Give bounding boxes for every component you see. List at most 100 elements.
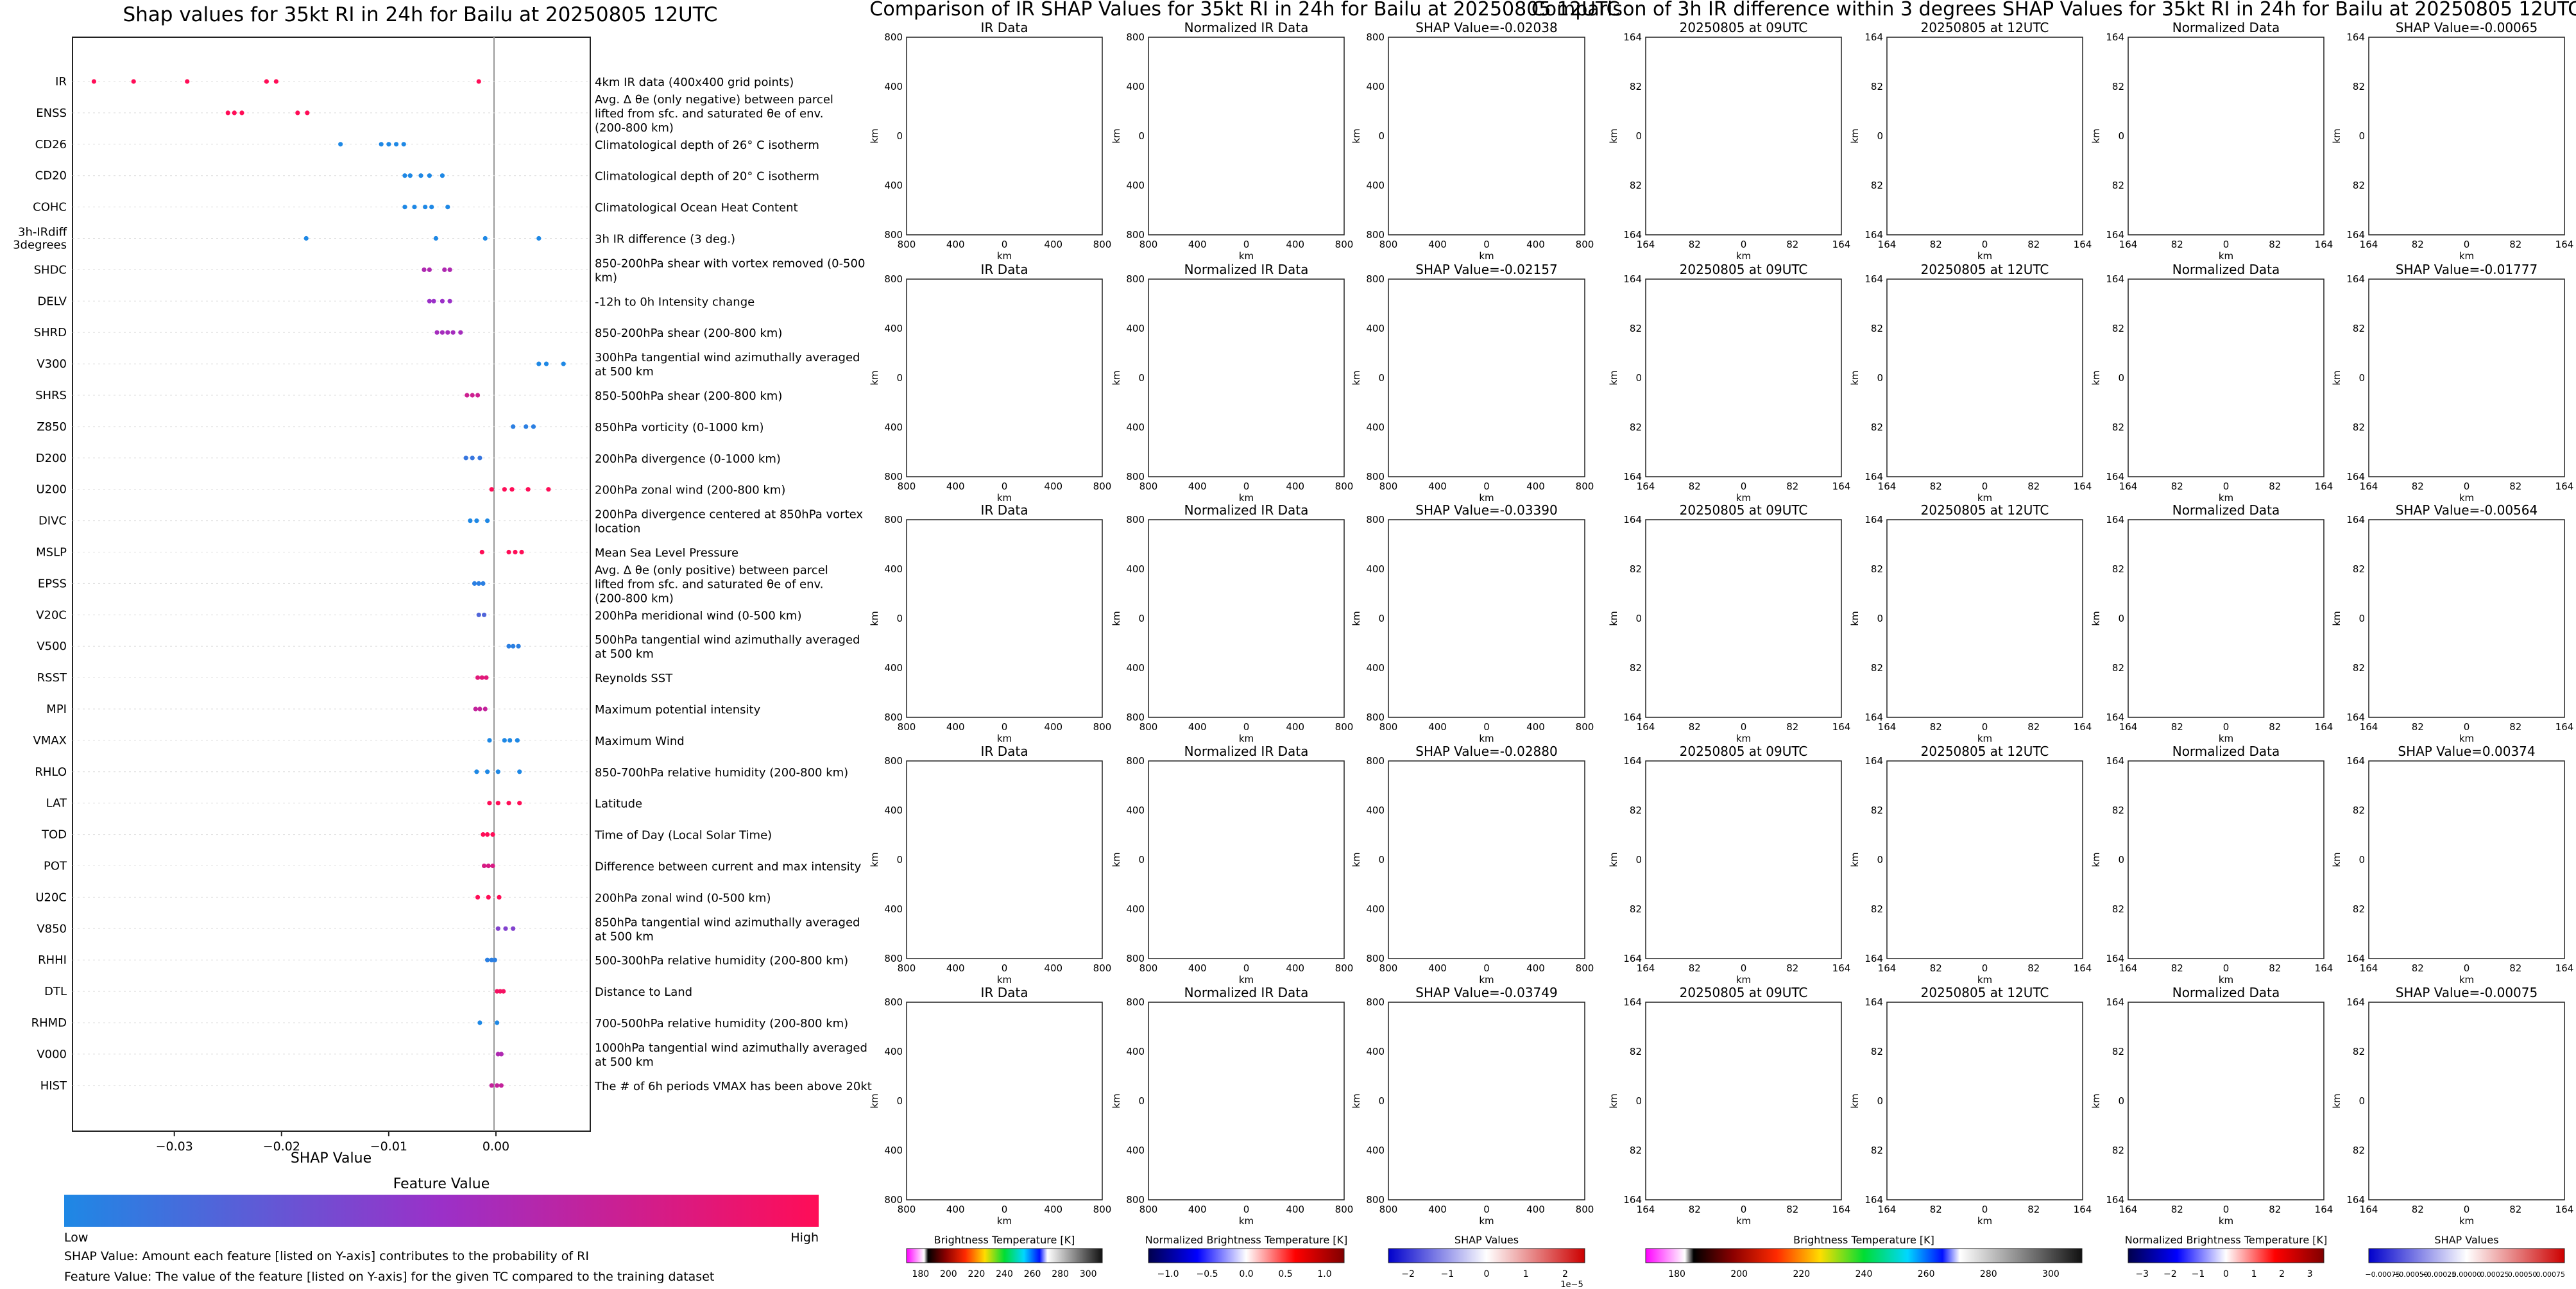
colorbar-tick-label: 0.5 [1278, 1269, 1292, 1279]
x-tick-label: 164 [1878, 1204, 1897, 1215]
x-tick-label: 164 [2555, 1204, 2574, 1215]
shap-point [402, 173, 407, 178]
y-tick-label: 164 [1864, 229, 1883, 241]
shap-point [418, 173, 423, 178]
colorbar [1388, 1248, 1585, 1263]
shap-point [431, 298, 436, 303]
x-tick-label: 400 [1286, 962, 1304, 974]
image-field [907, 520, 1102, 717]
shap-point [445, 330, 450, 335]
shap-point [439, 330, 445, 335]
shap-point [473, 706, 478, 712]
x-tick-label: 82 [1689, 721, 1701, 733]
y-tick-label: 0 [1635, 372, 1642, 384]
x-axis-label: km [2219, 492, 2233, 504]
y-tick-label: 0 [1635, 1095, 1642, 1107]
feature-row: DELV -12h to 0h Intensity change [37, 295, 755, 309]
y-tick-label: 82 [2353, 1145, 2365, 1156]
panel-frame [2368, 37, 2565, 235]
x-axis-label: km [2459, 974, 2474, 986]
panel-frame [2128, 760, 2324, 959]
x-axis-label: km [1977, 733, 1992, 744]
x-axis-label: km [1977, 492, 1992, 504]
image-panel: 20250805 at 09UTC1641648282008282164164k… [1608, 744, 1850, 986]
panel-frame [906, 519, 1103, 718]
x-tick-label: 0 [1741, 481, 1747, 492]
shap-point [495, 801, 500, 806]
x-tick-label: 400 [1044, 1204, 1062, 1215]
column-title: Normalized IR Data [1184, 744, 1309, 759]
x-axis-label: km [1239, 974, 1254, 986]
image-panel: Normalized IR Data8008004004000040040080… [1111, 262, 1353, 504]
image-field [2369, 279, 2564, 477]
image-field [2369, 520, 2564, 717]
shap-point [485, 518, 490, 524]
y-tick-label: 164 [2106, 755, 2124, 767]
x-tick-label: 0 [1483, 1204, 1490, 1215]
x-tick-label: 164 [2555, 239, 2574, 250]
x-axis-label: km [1977, 1215, 1992, 1227]
feature-row: SHRD 850-200hPa shear (200-800 km) [34, 326, 783, 340]
y-tick-label: 164 [2106, 1194, 2124, 1206]
colorbar-tick-label: 220 [968, 1269, 985, 1279]
colorbar-tick-label: 280 [1052, 1269, 1069, 1279]
panel-frame [2368, 278, 2565, 477]
y-tick-label: 400 [1366, 323, 1385, 334]
y-tick-label: 82 [2112, 563, 2124, 575]
shap-point [525, 487, 531, 492]
y-tick-label: 0 [896, 130, 903, 142]
x-tick-label: 400 [1188, 1204, 1207, 1215]
x-tick-label: 82 [1930, 1204, 1942, 1215]
shap-point [485, 769, 490, 774]
x-tick-label: 164 [1832, 962, 1851, 974]
x-tick-label: 82 [2509, 721, 2521, 733]
shap-point [495, 926, 500, 931]
shap-point [439, 298, 445, 303]
x-tick-label: −0.03 [156, 1140, 193, 1154]
x-axis-label: km [997, 492, 1012, 504]
x-tick-label: 400 [1428, 721, 1447, 733]
shap-point [402, 205, 407, 210]
column-title: Normalized IR Data [1184, 20, 1309, 35]
y-tick-label: 164 [2346, 229, 2365, 241]
y-tick-label: 164 [1864, 471, 1883, 482]
feature-name: SHRD [34, 326, 67, 339]
shap-point [447, 298, 452, 303]
x-tick-label: 0 [1741, 1204, 1747, 1215]
y-tick-label: 800 [884, 273, 903, 285]
x-axis-label: km [1977, 974, 1992, 986]
x-axis-label: km [1239, 1215, 1254, 1227]
feature-description: 850-200hPa shear with vortex removed (0-… [595, 257, 865, 270]
y-tick-label: 800 [884, 1194, 903, 1206]
feature-row: V850 850hPa tangential wind azimuthally a… [37, 916, 860, 943]
y-tick-label: 164 [1864, 755, 1883, 767]
shap-point [401, 142, 406, 147]
shap-point [502, 487, 507, 492]
y-tick-label: 164 [1623, 755, 1642, 767]
y-tick-label: 0 [1378, 854, 1385, 866]
shap-point [433, 235, 439, 241]
feature-description: at 500 km [595, 1055, 654, 1069]
feature-name: HIST [40, 1079, 67, 1093]
x-axis-label: km [2459, 733, 2474, 744]
column-title: Normalized Data [2172, 502, 2280, 518]
x-tick-label: 400 [1526, 481, 1545, 492]
colorbar-tick-label: 1 [1523, 1269, 1529, 1279]
y-tick-label: 82 [2112, 805, 2124, 816]
panel-frame [1148, 519, 1345, 718]
diff-shap-comparison: Comparison of 3h IR difference within 3 … [1531, 0, 2576, 1279]
y-tick-label: 0 [1378, 613, 1385, 624]
footnote-shap-value: SHAP Value: Amount each feature [listed … [64, 1249, 589, 1263]
summary-x-ticks: −0.03 −0.02 −0.01 0.00 [156, 1131, 509, 1154]
panel-frame [1148, 760, 1345, 959]
y-tick-label: 164 [2106, 514, 2124, 525]
shap-point [536, 235, 542, 241]
shap-point [476, 581, 481, 586]
shap-point [303, 235, 309, 241]
column-title: IR Data [981, 744, 1028, 759]
y-tick-label: 164 [1623, 514, 1642, 525]
feature-row: CD26 Climatological depth of 26° C isothe… [35, 138, 819, 152]
feature-description: at 500 km [595, 930, 654, 943]
x-tick-label: 82 [1930, 962, 1942, 974]
